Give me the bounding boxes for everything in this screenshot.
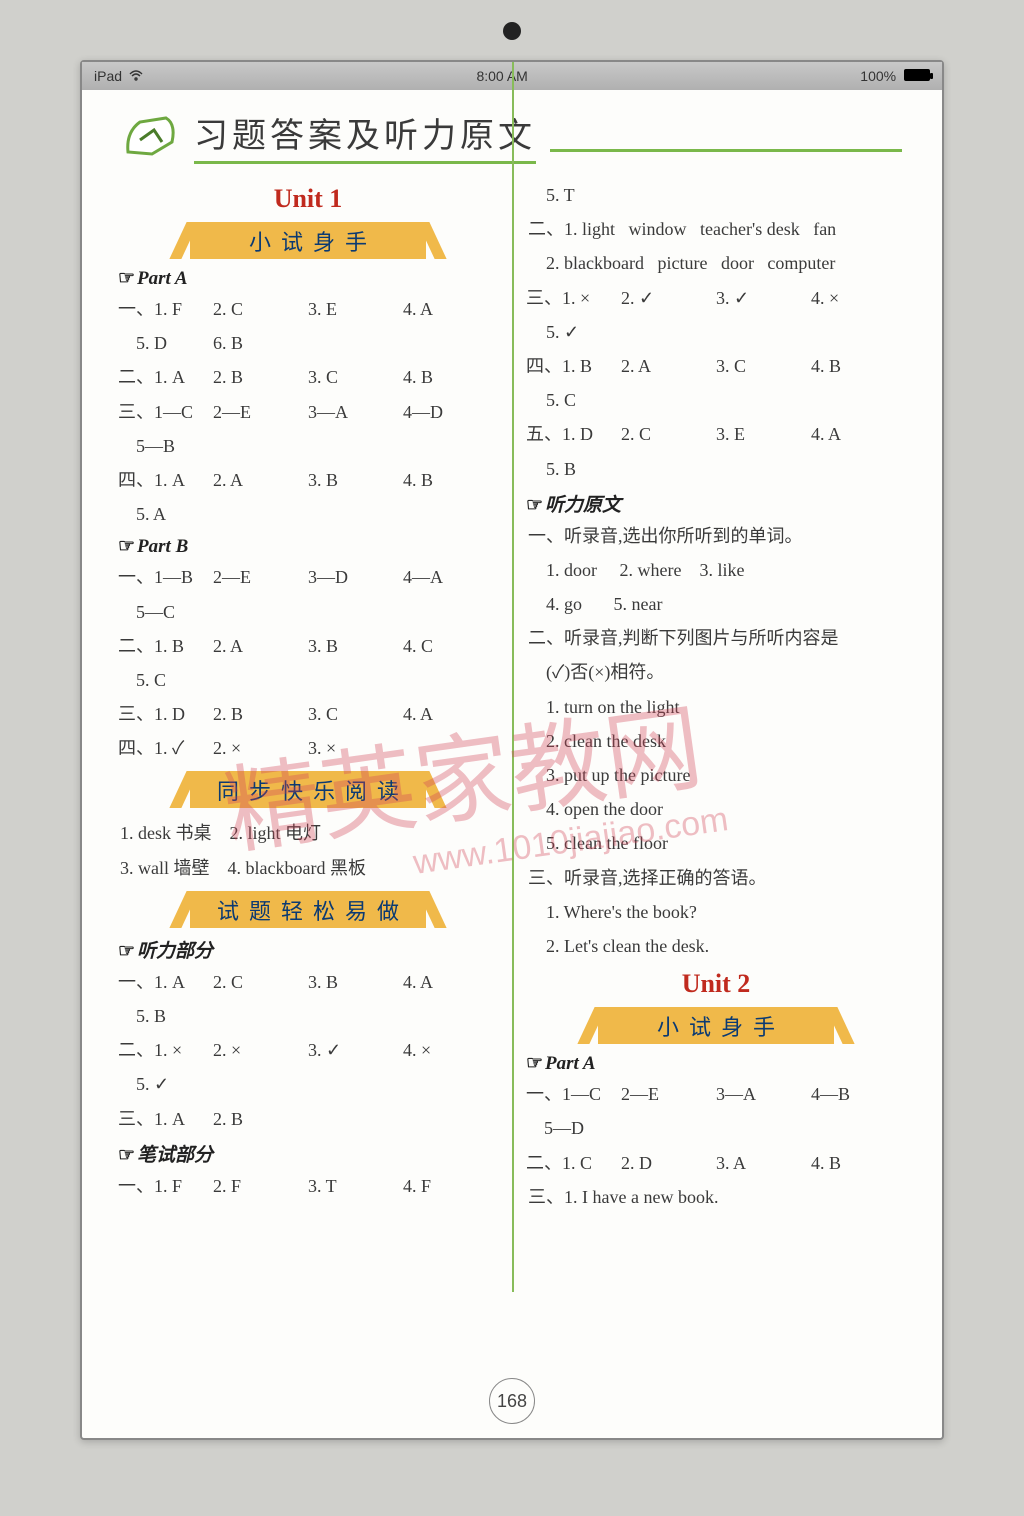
answer-row: 一、1. A2. C3. B4. A [118, 965, 498, 999]
battery-icon [904, 69, 930, 81]
answer-row: 5. D6. B [118, 326, 498, 360]
answer-row: 三、1. A2. B [118, 1102, 498, 1136]
tablet-frame: iPad 8:00 AM 100% 习题答案及听力原文 Unit 1 小试身手 … [80, 60, 944, 1440]
reading-line: 1. desk 书桌 2. light 电灯 [118, 816, 498, 850]
text-line: 5. C [526, 383, 906, 417]
text-line: 5. B [526, 452, 906, 486]
part-label: 听力原文 [526, 490, 906, 517]
answer-row: 5. A [118, 497, 498, 531]
answer-row: 一、1—B2—E3—D4—A [118, 560, 498, 594]
text-line: 三、听录音,选择正确的答语。 [526, 861, 906, 895]
answer-row: 5. C [118, 663, 498, 697]
section-bar: 小试身手 [598, 1007, 834, 1044]
answer-row: 一、1. F2. C3. E4. A [118, 292, 498, 326]
device-label: iPad [94, 68, 122, 84]
text-line: 一、听录音,选出你所听到的单词。 [526, 519, 906, 553]
section-bar: 同步快乐阅读 [190, 771, 426, 808]
part-label: Part B [118, 535, 498, 558]
answer-row: 5—C [118, 595, 498, 629]
answer-row: 5—B [118, 429, 498, 463]
text-line: 3. put up the picture [526, 758, 906, 792]
answer-row: 三、1. D2. B3. C4. A [118, 697, 498, 731]
answer-row: 5. ✓ [118, 1067, 498, 1101]
answer-row: 一、1. F2. F3. T4. F [118, 1169, 498, 1203]
unit-heading: Unit 2 [526, 969, 906, 999]
answer-row: 三、1—C2—E3—A4—D [118, 395, 498, 429]
text-line: 1. Where's the book? [526, 895, 906, 929]
content-area: Unit 1 小试身手 Part A 一、1. F2. C3. E4. A 5.… [82, 170, 942, 1420]
text-line: (✓)否(×)相符。 [526, 655, 906, 689]
logo-icon [122, 112, 180, 160]
right-column: 5. T 二、1. light window teacher's desk fa… [512, 178, 906, 1420]
text-line: 4. go 5. near [526, 587, 906, 621]
answer-row: 二、1. A2. B3. C4. B [118, 360, 498, 394]
left-column: Unit 1 小试身手 Part A 一、1. F2. C3. E4. A 5.… [118, 178, 512, 1420]
text-line: 2. blackboard picture door computer [526, 246, 906, 280]
clock: 8:00 AM [476, 68, 527, 84]
part-label: 听力部分 [118, 936, 498, 963]
text-line: 二、1. light window teacher's desk fan [526, 212, 906, 246]
answer-row: 一、1—C2—E3—A4—B [526, 1077, 906, 1111]
text-line: 4. open the door [526, 792, 906, 826]
answer-row: 三、1. ×2. ✓3. ✓4. × [526, 281, 906, 315]
answer-row: 5. B [118, 999, 498, 1033]
text-line: 5. clean the floor [526, 826, 906, 860]
answer-row: 四、1. B2. A3. C4. B [526, 349, 906, 383]
reading-line: 3. wall 墙壁 4. blackboard 黑板 [118, 851, 498, 885]
part-label: 笔试部分 [118, 1140, 498, 1167]
part-label: Part A [526, 1052, 906, 1075]
camera-dot [503, 22, 521, 40]
section-bar: 小试身手 [190, 222, 426, 259]
answer-row: 二、1. C2. D3. A4. B [526, 1146, 906, 1180]
text-line: 5. ✓ [526, 315, 906, 349]
section-bar: 试题轻松易做 [190, 891, 426, 928]
text-line: 5. T [526, 178, 906, 212]
text-line: 三、1. I have a new book. [526, 1180, 906, 1214]
unit-heading: Unit 1 [118, 184, 498, 214]
answer-row: 四、1. ✓2. ×3. × [118, 731, 498, 765]
answer-row: 二、1. ×2. ×3. ✓4. × [118, 1033, 498, 1067]
part-label: Part A [118, 267, 498, 290]
battery-pct: 100% [860, 68, 896, 84]
page-title: 习题答案及听力原文 [194, 108, 536, 164]
answer-row: 四、1. A2. A3. B4. B [118, 463, 498, 497]
title-underline [550, 149, 902, 152]
text-line: 2. Let's clean the desk. [526, 929, 906, 963]
answer-row: 五、1. D2. C3. E4. A [526, 417, 906, 451]
answer-row: 5—D [526, 1111, 906, 1145]
wifi-icon [128, 68, 144, 84]
answer-row: 二、1. B2. A3. B4. C [118, 629, 498, 663]
page-number: 168 [489, 1378, 535, 1424]
text-line: 1. turn on the light [526, 690, 906, 724]
text-line: 2. clean the desk [526, 724, 906, 758]
text-line: 1. door 2. where 3. like [526, 553, 906, 587]
text-line: 二、听录音,判断下列图片与所听内容是 [526, 621, 906, 655]
